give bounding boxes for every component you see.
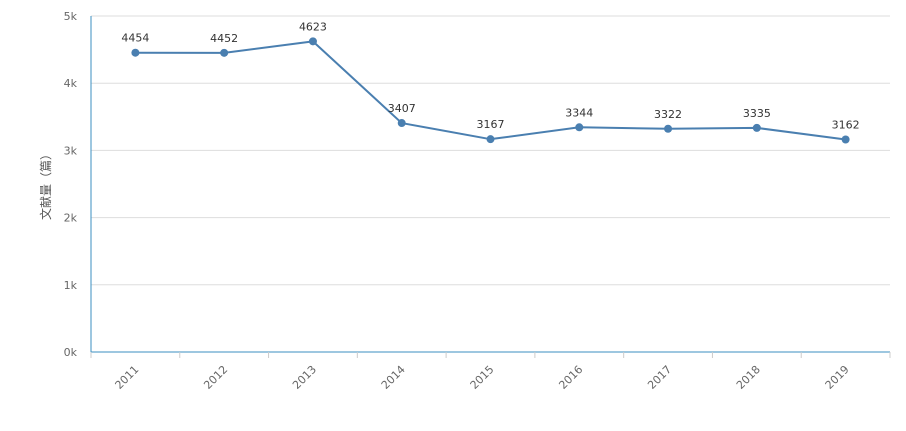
x-tick-label: 2014 <box>379 363 408 392</box>
y-tick-label: 2k <box>64 212 78 225</box>
data-point[interactable] <box>575 123 584 132</box>
data-label: 3335 <box>743 107 771 120</box>
y-axis-title: 文献量（篇） <box>38 148 53 220</box>
x-tick-labels: 2011 2012 2013 2014 2015 2016 2017 2018 2019 <box>113 363 852 392</box>
y-tick-labels: 0k 1k 2k 3k 4k 5k <box>64 10 78 359</box>
y-tick-label: 4k <box>64 77 78 90</box>
x-tick-label: 2016 <box>556 363 585 392</box>
data-label: 4623 <box>299 20 327 33</box>
y-tick-label: 3k <box>64 144 78 157</box>
data-label: 3407 <box>388 102 416 115</box>
data-point[interactable] <box>664 124 673 133</box>
data-labels: 4454 4452 4623 3407 3167 3344 3322 3335 3162 <box>121 20 859 131</box>
y-tick-label: 1k <box>64 279 78 292</box>
data-label: 3322 <box>654 108 682 121</box>
data-point[interactable] <box>131 48 140 57</box>
data-point[interactable] <box>752 123 761 132</box>
data-point[interactable] <box>486 135 495 144</box>
data-label: 3162 <box>832 119 860 132</box>
data-point[interactable] <box>841 135 850 144</box>
series <box>131 37 850 144</box>
y-tick-label: 0k <box>64 346 78 359</box>
y-tick-label: 5k <box>64 10 78 23</box>
x-tick-label: 2013 <box>290 363 319 392</box>
x-tick-label: 2012 <box>201 363 230 392</box>
data-point[interactable] <box>397 119 406 128</box>
x-tick-label: 2019 <box>823 363 852 392</box>
data-point[interactable] <box>308 37 317 46</box>
x-tick-label: 2011 <box>113 363 142 392</box>
x-tick-label: 2017 <box>645 363 674 392</box>
data-point[interactable] <box>220 48 229 57</box>
x-tick-label: 2015 <box>468 363 497 392</box>
axes <box>90 16 891 358</box>
data-label: 3167 <box>477 118 505 131</box>
data-label: 3344 <box>565 106 593 119</box>
gridlines <box>91 15 890 286</box>
x-tick-label: 2018 <box>734 363 763 392</box>
data-label: 4452 <box>210 32 238 45</box>
data-label: 4454 <box>121 32 149 45</box>
